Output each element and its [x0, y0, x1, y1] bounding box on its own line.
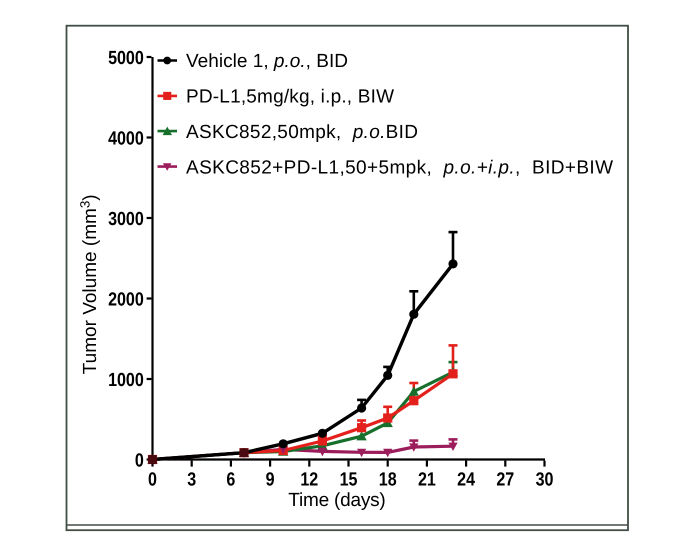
- svg-text:24: 24: [457, 469, 475, 490]
- svg-text:4000: 4000: [108, 128, 144, 149]
- svg-text:0: 0: [148, 469, 157, 490]
- svg-text:12: 12: [300, 469, 318, 490]
- svg-text:Vehicle 1, p.o., BID: Vehicle 1, p.o., BID: [186, 51, 348, 72]
- svg-text:5000: 5000: [108, 48, 144, 69]
- svg-text:21: 21: [418, 469, 436, 490]
- svg-text:6: 6: [226, 469, 235, 490]
- svg-text:2000: 2000: [108, 289, 144, 310]
- svg-text:9: 9: [266, 469, 275, 490]
- svg-text:PD-L1,5mg/kg, i.p., BIW: PD-L1,5mg/kg, i.p., BIW: [186, 87, 394, 108]
- svg-text:3000: 3000: [108, 209, 144, 230]
- svg-text:ASKC852,50mpk, p.o.BID: ASKC852,50mpk, p.o.BID: [186, 122, 418, 143]
- svg-text:15: 15: [340, 469, 358, 490]
- svg-text:18: 18: [379, 469, 397, 490]
- svg-text:Time (days): Time (days): [288, 490, 386, 511]
- svg-text:1000: 1000: [108, 370, 144, 391]
- svg-text:0: 0: [135, 450, 144, 471]
- svg-text:ASKC852+PD-L1,50+5mpk, p.o.+i: ASKC852+PD-L1,50+5mpk, p.o.+i.p., BID+BI…: [186, 157, 613, 178]
- svg-text:27: 27: [496, 469, 514, 490]
- svg-text:3: 3: [187, 469, 196, 490]
- svg-text:30: 30: [536, 469, 554, 490]
- svg-text:Tumor Volume (mm3): Tumor Volume (mm3): [77, 194, 101, 374]
